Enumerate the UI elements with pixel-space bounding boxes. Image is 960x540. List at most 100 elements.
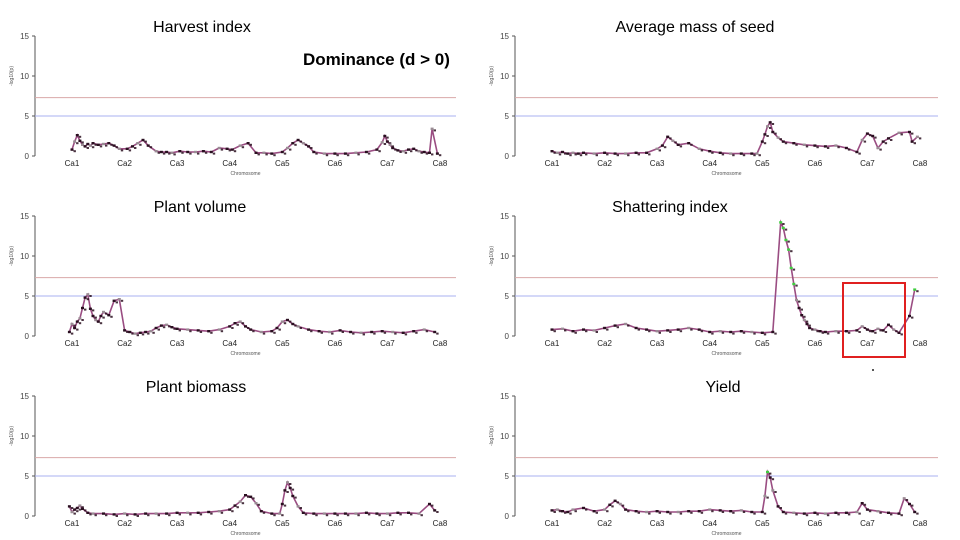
data-point bbox=[558, 510, 562, 513]
data-point bbox=[280, 502, 284, 506]
data-point bbox=[322, 152, 326, 155]
data-point bbox=[178, 513, 181, 516]
data-point bbox=[874, 331, 877, 334]
chart-panel: Harvest index 0 5 10 15 -log10(p) Ca1 Ca2 Ca3 Ca4… bbox=[9, 19, 456, 177]
x-tick-label: Ca5 bbox=[275, 339, 290, 348]
data-point bbox=[283, 322, 287, 325]
data-point bbox=[76, 328, 79, 331]
data-point bbox=[621, 504, 625, 507]
data-point bbox=[616, 326, 619, 329]
data-point bbox=[288, 486, 292, 490]
data-point bbox=[204, 151, 208, 154]
data-point bbox=[561, 327, 564, 330]
data-point bbox=[658, 149, 661, 152]
data-point bbox=[86, 147, 89, 149]
data-point bbox=[655, 330, 659, 333]
data-point bbox=[763, 133, 767, 136]
data-point bbox=[252, 497, 255, 500]
data-point bbox=[236, 323, 239, 326]
data-point bbox=[149, 330, 153, 333]
data-point bbox=[112, 299, 116, 302]
data-point bbox=[566, 152, 570, 155]
data-point bbox=[388, 514, 392, 517]
data-point bbox=[645, 151, 649, 154]
data-point bbox=[900, 333, 903, 336]
data-point bbox=[576, 152, 580, 155]
data-point bbox=[721, 153, 725, 156]
data-point bbox=[750, 152, 754, 155]
data-point bbox=[718, 151, 722, 154]
data-point bbox=[844, 330, 848, 333]
data-point bbox=[753, 332, 756, 335]
data-point bbox=[913, 510, 917, 514]
data-point bbox=[865, 132, 869, 135]
data-point bbox=[595, 511, 598, 514]
data-point bbox=[299, 507, 302, 509]
data-point bbox=[296, 505, 300, 508]
data-point bbox=[905, 499, 909, 501]
data-point bbox=[112, 144, 116, 147]
data-point bbox=[823, 512, 827, 515]
y-tick-label: 5 bbox=[25, 472, 30, 481]
data-point bbox=[769, 472, 772, 475]
data-point bbox=[618, 502, 622, 506]
data-point bbox=[294, 496, 297, 499]
chart-title: Plant volume bbox=[154, 199, 247, 216]
data-point bbox=[890, 513, 893, 516]
data-point bbox=[700, 149, 704, 152]
data-point bbox=[433, 129, 436, 132]
data-point bbox=[383, 331, 387, 334]
data-point bbox=[343, 512, 347, 515]
data-point bbox=[800, 308, 803, 311]
data-point bbox=[655, 147, 659, 150]
data-point bbox=[81, 141, 84, 144]
data-point bbox=[391, 145, 394, 148]
data-point bbox=[776, 505, 780, 508]
data-point bbox=[718, 509, 722, 512]
data-point bbox=[91, 146, 95, 149]
data-point bbox=[70, 507, 74, 509]
data-point bbox=[131, 145, 134, 148]
data-point bbox=[795, 284, 798, 287]
data-point bbox=[249, 495, 253, 498]
data-point bbox=[608, 503, 612, 506]
chart-panel: Yield 0 5 10 15 -log10(p) Ca1 Ca2 Ca3 Ca4 Ca5 Ca6 Ca… bbox=[489, 379, 938, 537]
data-point bbox=[128, 330, 132, 334]
data-point bbox=[863, 140, 867, 143]
data-point bbox=[679, 330, 683, 333]
data-point bbox=[247, 495, 250, 498]
data-point bbox=[407, 148, 410, 151]
data-point bbox=[105, 144, 108, 147]
data-point bbox=[404, 333, 408, 336]
data-point bbox=[259, 330, 263, 334]
data-point bbox=[624, 508, 628, 511]
data-point bbox=[81, 507, 84, 510]
data-point bbox=[555, 508, 559, 511]
data-point bbox=[102, 310, 105, 314]
data-point bbox=[574, 331, 577, 334]
data-point bbox=[729, 330, 733, 334]
data-point bbox=[270, 152, 274, 155]
data-point bbox=[115, 146, 118, 149]
data-point bbox=[102, 512, 105, 515]
data-point bbox=[359, 331, 363, 334]
data-point bbox=[196, 511, 200, 514]
data-point bbox=[404, 151, 408, 154]
data-point bbox=[732, 332, 735, 335]
data-point bbox=[433, 509, 437, 512]
data-point bbox=[147, 514, 150, 517]
data-point bbox=[881, 140, 885, 143]
data-point bbox=[241, 322, 245, 325]
data-point bbox=[247, 327, 250, 329]
data-point bbox=[771, 130, 775, 134]
data-point bbox=[755, 152, 759, 155]
data-point bbox=[115, 301, 118, 304]
data-point bbox=[847, 331, 851, 334]
data-point bbox=[858, 331, 861, 333]
y-axis-label: -log10(p) bbox=[489, 426, 495, 446]
data-point bbox=[897, 331, 901, 334]
data-point bbox=[569, 512, 572, 515]
x-tick-label: Ca6 bbox=[808, 339, 823, 348]
data-point bbox=[787, 240, 790, 243]
data-point bbox=[879, 329, 882, 332]
